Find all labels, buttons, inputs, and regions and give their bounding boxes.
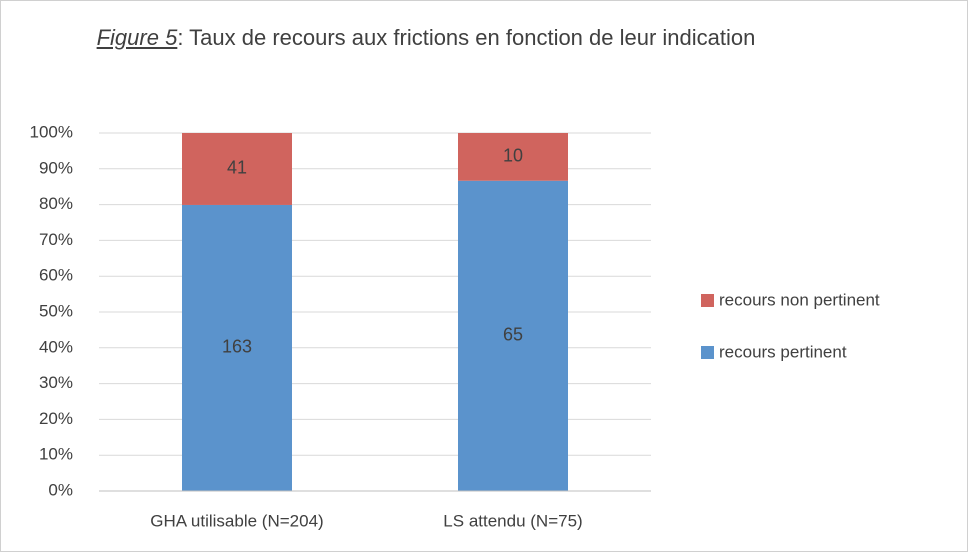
data-label: 65 <box>503 325 523 345</box>
figure-label: Figure 5 <box>96 25 178 50</box>
bar-segment <box>182 204 292 491</box>
legend-swatch <box>701 346 714 359</box>
y-tick-label: 100% <box>30 122 73 141</box>
y-tick-label: 10% <box>39 445 73 464</box>
x-tick-label: LS attendu (N=75) <box>443 511 582 530</box>
y-tick-label: 20% <box>39 409 73 428</box>
y-tick-label: 60% <box>39 266 73 285</box>
y-tick-label: 90% <box>39 158 73 177</box>
data-label: 10 <box>503 146 523 166</box>
data-label: 41 <box>227 158 247 178</box>
bar-segment <box>458 133 568 181</box>
legend-label: recours non pertinent <box>719 290 880 309</box>
bar-segment <box>182 133 292 205</box>
chart-title: : Taux de recours aux frictions en fonct… <box>177 25 756 50</box>
y-tick-label: 80% <box>39 194 73 213</box>
bar-segment <box>458 180 568 491</box>
y-tick-label: 40% <box>39 337 73 356</box>
y-tick-label: 50% <box>39 301 73 320</box>
legend-swatch <box>701 294 714 307</box>
y-tick-label: 0% <box>48 480 73 499</box>
data-label: 163 <box>222 337 252 357</box>
chart-title-block: Figure 5: Taux de recours aux frictions … <box>96 23 756 53</box>
x-tick-label: GHA utilisable (N=204) <box>150 511 323 530</box>
legend-label: recours pertinent <box>719 342 847 361</box>
y-tick-label: 70% <box>39 230 73 249</box>
y-tick-label: 30% <box>39 373 73 392</box>
